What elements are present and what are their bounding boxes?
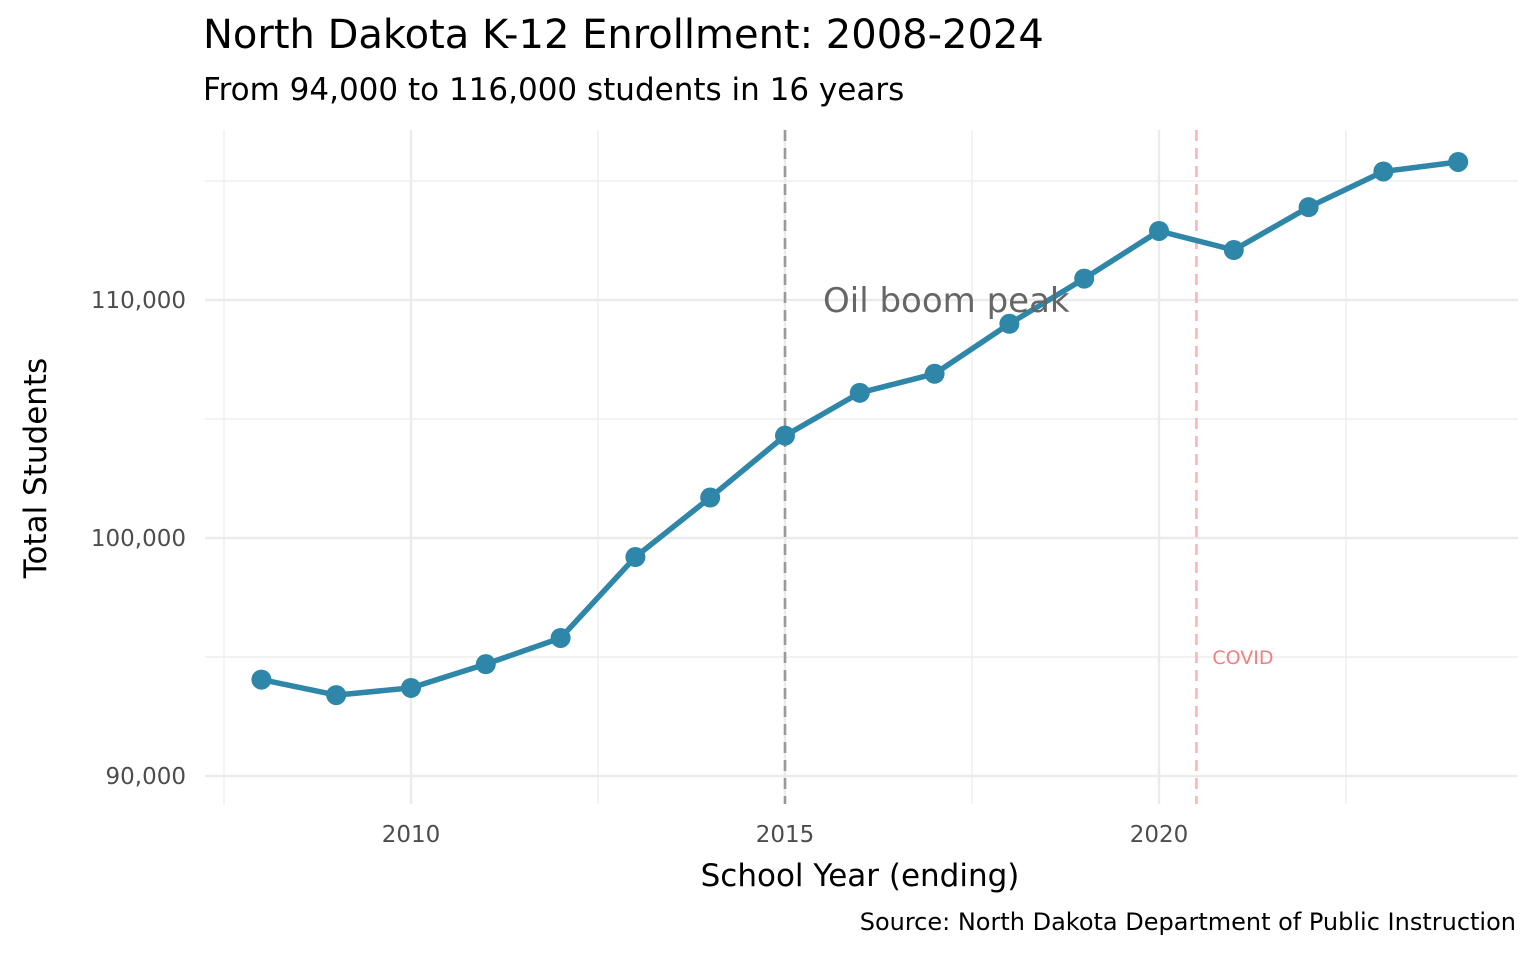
data-point-2023 — [1373, 161, 1394, 182]
data-point-2011 — [475, 654, 496, 675]
y-axis-title: Total Students — [18, 358, 54, 579]
data-point-2017 — [924, 363, 945, 384]
chart-subtitle: From 94,000 to 116,000 students in 16 ye… — [203, 72, 905, 108]
data-point-2020 — [1149, 220, 1169, 241]
chart-title: North Dakota K-12 Enrollment: 2008-2024 — [203, 12, 1044, 58]
data-point-2019 — [1074, 268, 1095, 289]
annotation-lines — [783, 130, 1198, 804]
y-tick-label-90000: 90,000 — [106, 764, 186, 790]
y-tick-label-100000: 100,000 — [91, 526, 186, 552]
y-tick-label-110000: 110,000 — [91, 288, 186, 314]
covid-label: COVID — [1212, 647, 1273, 669]
x-tick-labels: 2010 2015 2020 — [382, 822, 1189, 848]
data-point-2010 — [401, 677, 421, 698]
data-point-2009 — [326, 685, 347, 706]
oil-boom-label: Oil boom peak — [823, 281, 1070, 321]
data-point-2008 — [251, 669, 272, 690]
data-point-2022 — [1298, 197, 1319, 218]
chart-caption: Source: North Dakota Department of Publi… — [859, 908, 1516, 936]
grid-major — [205, 130, 1518, 804]
y-tick-labels: 90,000 100,000 110,000 — [91, 288, 186, 790]
series-layer — [251, 151, 1469, 706]
x-tick-label-2015: 2015 — [756, 822, 815, 848]
grid-minor — [205, 130, 1518, 804]
x-axis-title: School Year (ending) — [701, 858, 1020, 894]
data-point-2014 — [700, 487, 721, 508]
data-point-2024 — [1448, 151, 1469, 172]
data-point-2021 — [1223, 240, 1244, 261]
annotation-labels: Oil boom peak COVID — [823, 281, 1274, 669]
data-point-2013 — [625, 547, 646, 568]
data-point-2015 — [775, 425, 795, 446]
data-point-2016 — [849, 382, 870, 403]
data-point-2012 — [550, 627, 571, 648]
data-point-2018 — [999, 313, 1020, 334]
x-tick-label-2020: 2020 — [1130, 822, 1189, 848]
x-tick-label-2010: 2010 — [382, 822, 441, 848]
enrollment-line — [258, 159, 1461, 698]
